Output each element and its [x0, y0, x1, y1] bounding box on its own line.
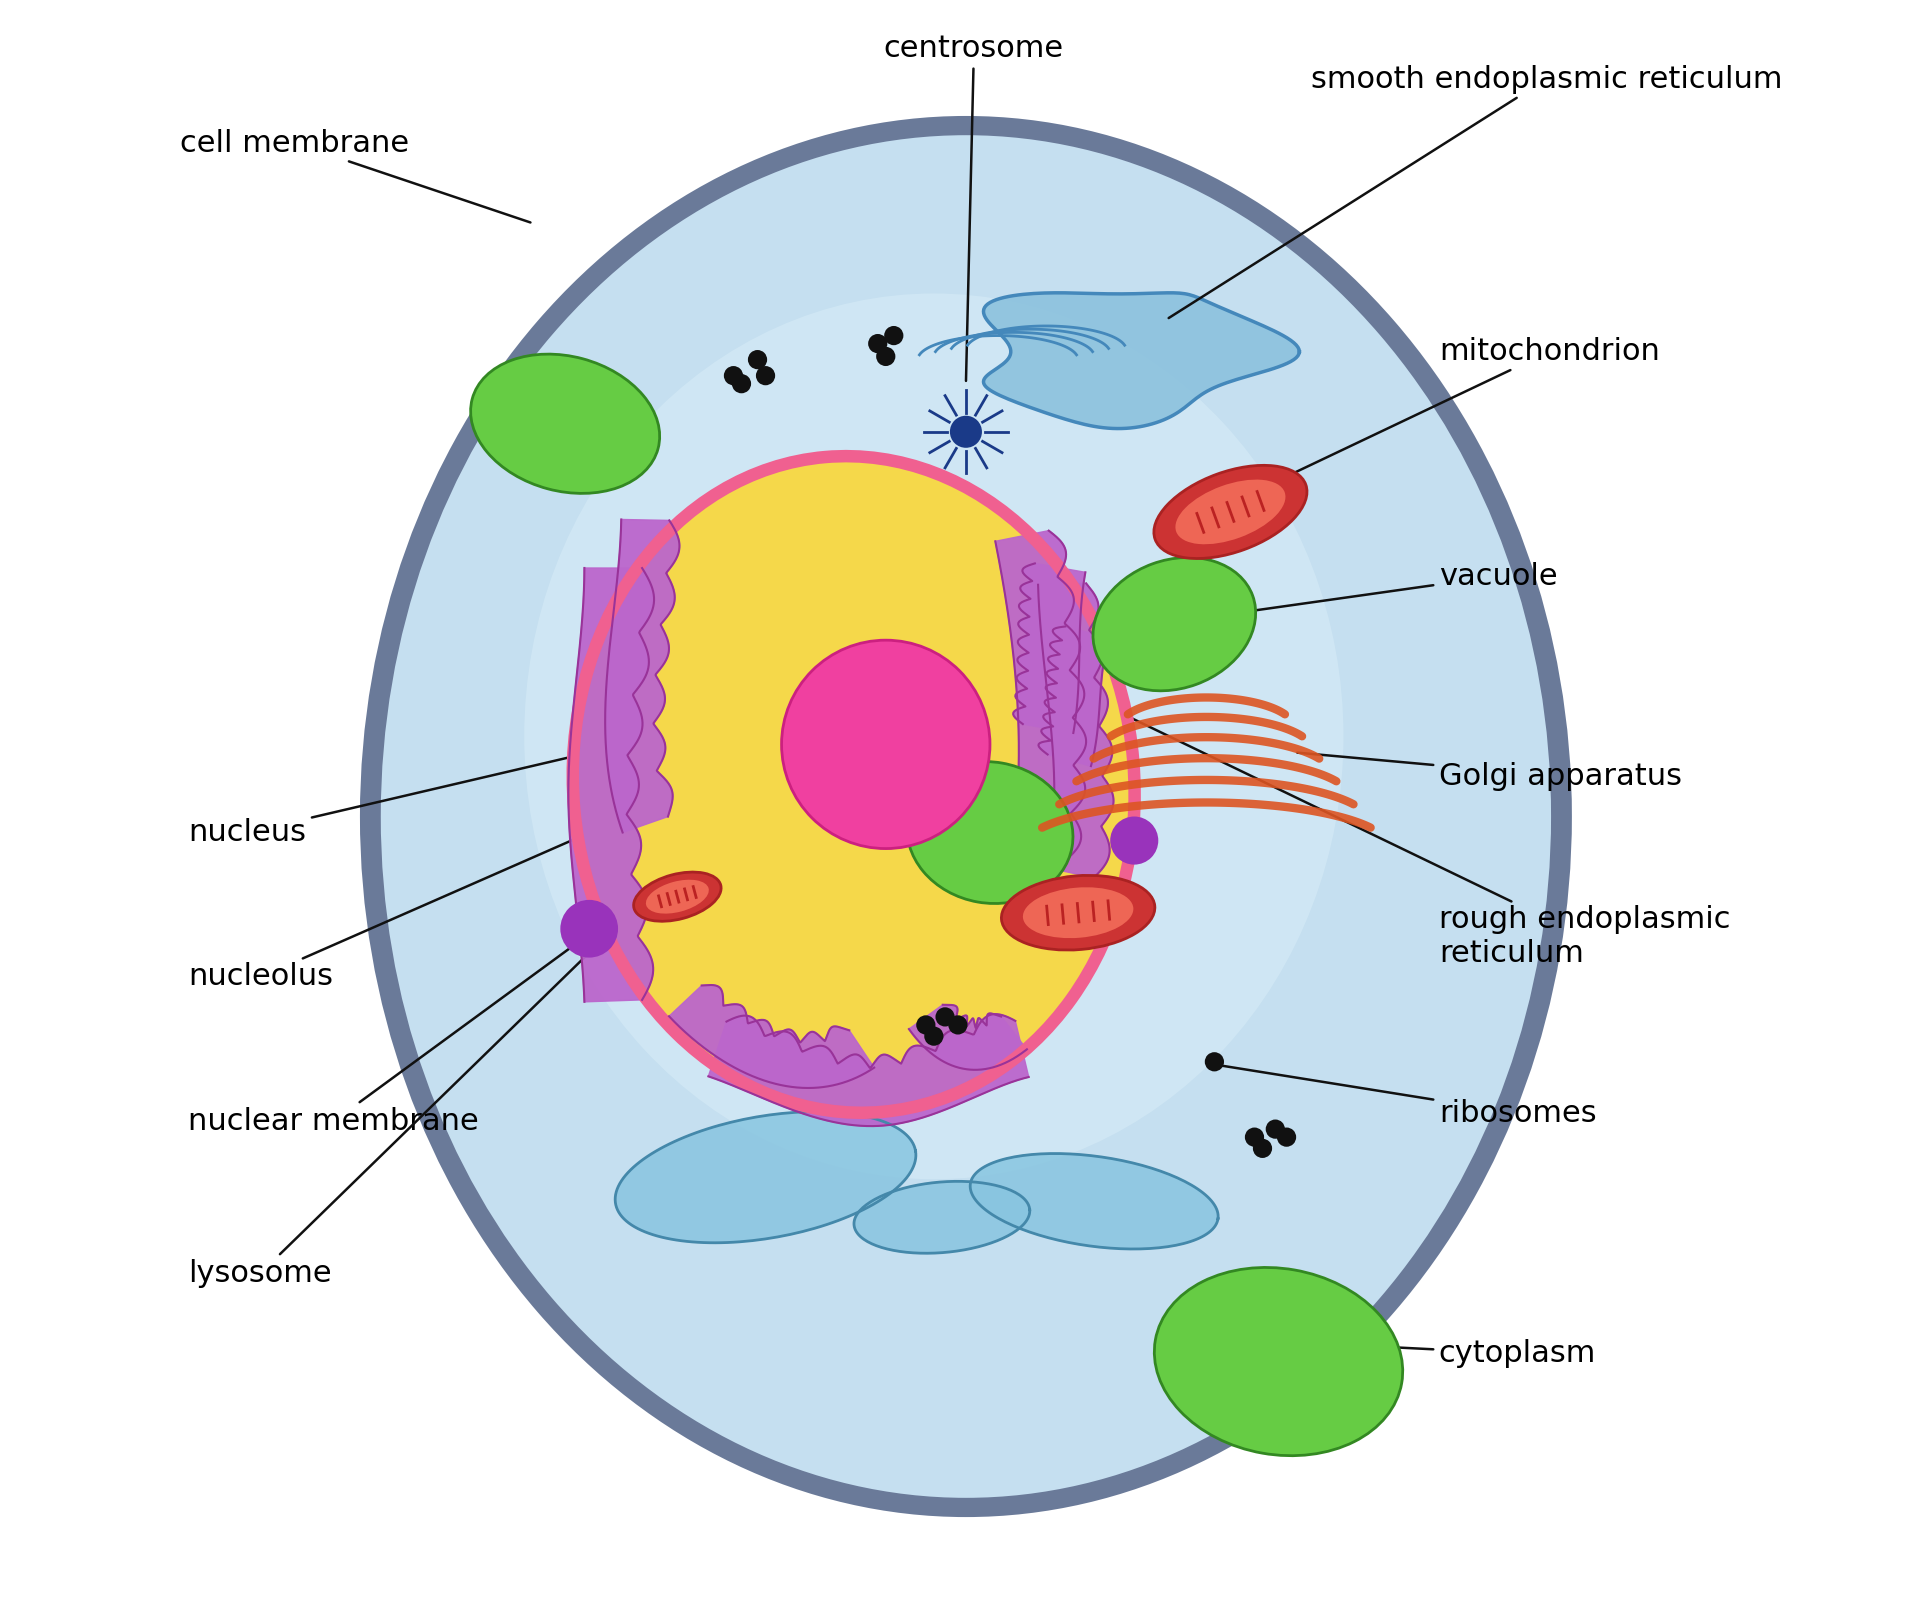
Ellipse shape — [573, 456, 1135, 1112]
Polygon shape — [984, 293, 1298, 429]
Text: vacuole: vacuole — [1218, 561, 1557, 616]
Text: mitochondrion: mitochondrion — [1266, 336, 1659, 487]
Ellipse shape — [907, 762, 1072, 904]
Ellipse shape — [646, 880, 710, 914]
Text: lysosome: lysosome — [188, 954, 587, 1287]
Ellipse shape — [1252, 1138, 1272, 1158]
Ellipse shape — [1266, 1119, 1285, 1138]
Polygon shape — [606, 519, 679, 833]
Text: cell membrane: cell membrane — [180, 129, 531, 223]
Polygon shape — [1038, 584, 1114, 878]
Ellipse shape — [1155, 466, 1306, 558]
Polygon shape — [971, 1153, 1218, 1248]
Text: Golgi apparatus: Golgi apparatus — [1297, 752, 1682, 791]
Text: nuclear membrane: nuclear membrane — [188, 906, 627, 1135]
Ellipse shape — [947, 1015, 967, 1035]
Ellipse shape — [917, 1015, 936, 1035]
Ellipse shape — [1155, 1268, 1402, 1455]
Ellipse shape — [1176, 480, 1285, 545]
Polygon shape — [909, 1004, 1026, 1070]
Ellipse shape — [748, 349, 767, 369]
Ellipse shape — [733, 374, 752, 393]
Text: smooth endoplasmic reticulum: smooth endoplasmic reticulum — [1168, 65, 1782, 319]
Polygon shape — [708, 1014, 1028, 1125]
Ellipse shape — [1001, 875, 1155, 951]
Ellipse shape — [869, 335, 888, 353]
Ellipse shape — [756, 365, 775, 385]
Polygon shape — [1038, 626, 1109, 766]
Ellipse shape — [781, 640, 990, 849]
Ellipse shape — [470, 354, 660, 493]
Ellipse shape — [560, 901, 618, 957]
Polygon shape — [995, 530, 1086, 860]
Ellipse shape — [884, 327, 903, 344]
Ellipse shape — [936, 1007, 955, 1027]
Text: rough endoplasmic
reticulum: rough endoplasmic reticulum — [1089, 697, 1730, 969]
Text: ribosomes: ribosomes — [1220, 1066, 1596, 1127]
Text: nucleolus: nucleolus — [188, 778, 715, 991]
Polygon shape — [669, 985, 875, 1088]
Ellipse shape — [1093, 558, 1256, 690]
Text: nucleus: nucleus — [188, 729, 690, 847]
Ellipse shape — [633, 872, 721, 922]
Ellipse shape — [924, 1027, 944, 1046]
Text: cytoplasm: cytoplasm — [1362, 1339, 1596, 1368]
Polygon shape — [616, 1111, 917, 1243]
Ellipse shape — [361, 116, 1573, 1517]
Ellipse shape — [382, 136, 1552, 1497]
Ellipse shape — [949, 416, 982, 448]
Ellipse shape — [1245, 1127, 1264, 1146]
Ellipse shape — [723, 365, 742, 385]
Ellipse shape — [1277, 1127, 1297, 1146]
Polygon shape — [568, 568, 654, 1003]
Polygon shape — [854, 1182, 1030, 1253]
Ellipse shape — [877, 346, 896, 365]
Polygon shape — [1013, 563, 1086, 733]
Ellipse shape — [524, 294, 1343, 1179]
Ellipse shape — [1205, 1053, 1224, 1072]
Ellipse shape — [1022, 888, 1134, 938]
Ellipse shape — [1111, 817, 1158, 865]
Text: centrosome: centrosome — [884, 34, 1064, 382]
